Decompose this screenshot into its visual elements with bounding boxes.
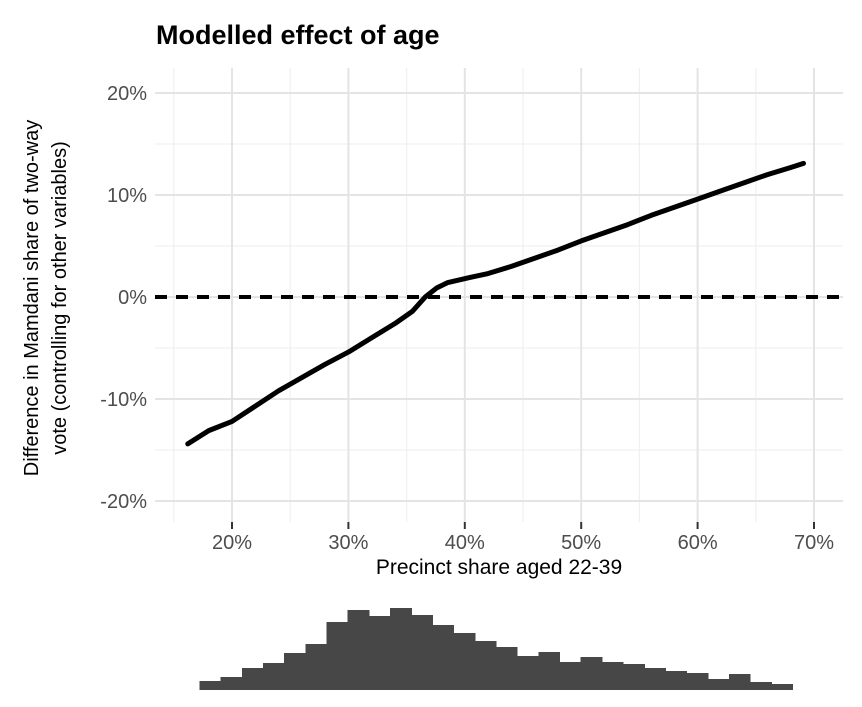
x-tick-label: 70%: [794, 532, 834, 554]
histogram-bar: [220, 677, 243, 690]
histogram-bar: [686, 673, 709, 690]
y-tick-label: -10%: [100, 389, 147, 411]
histogram-bar: [453, 633, 476, 690]
histogram-bar: [665, 671, 688, 690]
x-tick-label: 60%: [678, 532, 718, 554]
histogram-bar: [241, 668, 264, 690]
histogram-bar: [623, 664, 645, 690]
histogram-bar: [559, 662, 582, 690]
histogram-bar: [390, 608, 412, 690]
histogram-bar: [411, 615, 433, 690]
y-tick-label: 0%: [118, 287, 147, 309]
trend-line: [185, 160, 807, 447]
y-axis-title-line2: vote (controlling for other variables): [49, 141, 71, 455]
histogram-bar: [601, 662, 624, 690]
y-tick-label: 20%: [107, 83, 147, 105]
y-tick-label: 10%: [107, 185, 147, 207]
histogram-bar: [538, 652, 561, 690]
histogram-bar: [580, 657, 603, 690]
chart-title: Modelled effect of age: [156, 20, 440, 50]
histogram-bar: [495, 647, 518, 690]
histogram-bar: [750, 682, 772, 690]
histogram-bar: [305, 644, 328, 690]
x-tick-label: 30%: [328, 532, 368, 554]
x-tick-label: 40%: [445, 532, 485, 554]
histogram-bar: [199, 681, 222, 690]
histogram-bar: [729, 674, 751, 690]
histogram-bar: [326, 622, 349, 690]
histogram-bar: [347, 610, 370, 690]
histogram-bar: [284, 653, 306, 690]
histogram-bar: [368, 616, 391, 690]
histogram-bar: [262, 663, 285, 690]
histogram-bar: [474, 641, 497, 690]
x-tick-label: 20%: [212, 532, 252, 554]
x-axis-title: Precinct share aged 22-39: [375, 556, 623, 579]
histogram-bar: [771, 684, 794, 690]
x-tick-label: 50%: [561, 532, 601, 554]
y-axis-title: Difference in Mamdani share of two-way v…: [18, 18, 76, 578]
histogram-bar: [432, 625, 455, 690]
histogram-bar: [644, 668, 666, 690]
y-tick-label: -20%: [100, 491, 147, 513]
histogram-bar: [707, 679, 730, 690]
histogram-bar: [517, 656, 539, 690]
y-axis-title-line1: Difference in Mamdani share of two-way: [21, 119, 43, 477]
